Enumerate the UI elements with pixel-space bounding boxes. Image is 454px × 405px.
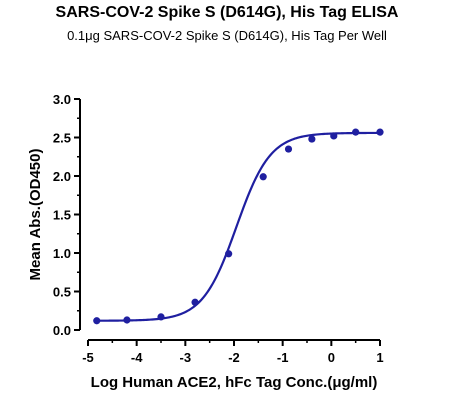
data-point	[308, 135, 316, 143]
y-tick-label: 0.0	[53, 323, 71, 338]
data-point	[93, 317, 101, 325]
data-point	[259, 173, 267, 181]
data-point	[191, 298, 199, 306]
fit-curve	[95, 131, 380, 322]
data-point	[225, 250, 233, 258]
data-point	[330, 132, 338, 140]
y-tick-label: 0.5	[53, 285, 71, 300]
y-tick-label: 3.0	[53, 92, 71, 107]
chart-title: SARS-COV-2 Spike S (D614G), His Tag ELIS…	[55, 4, 399, 21]
chart-subtitle: 0.1μg SARS-COV-2 Spike S (D614G), His Ta…	[67, 28, 387, 43]
x-tick-label: 1	[376, 350, 383, 365]
x-tick-label: -5	[82, 350, 94, 365]
x-tick-label: 0	[328, 350, 335, 365]
x-axis-title: Log Human ACE2, hFc Tag Conc.(μg/ml)	[91, 374, 378, 391]
x-tick-label: -1	[277, 350, 289, 365]
data-point	[123, 316, 131, 324]
y-tick-label: 1.0	[53, 246, 71, 261]
y-tick-label: 2.0	[53, 169, 71, 184]
data-point	[376, 128, 384, 136]
x-tick-label: -3	[180, 350, 192, 365]
data-point	[352, 128, 360, 136]
x-tick-label: -2	[228, 350, 240, 365]
data-point	[284, 145, 293, 153]
data-point	[157, 313, 165, 321]
y-tick-label: 2.5	[53, 131, 71, 146]
y-tick-label: 1.5	[53, 208, 71, 223]
x-tick-label: -4	[131, 350, 143, 365]
y-axis-title: Mean Abs.(OD450)	[27, 149, 44, 281]
